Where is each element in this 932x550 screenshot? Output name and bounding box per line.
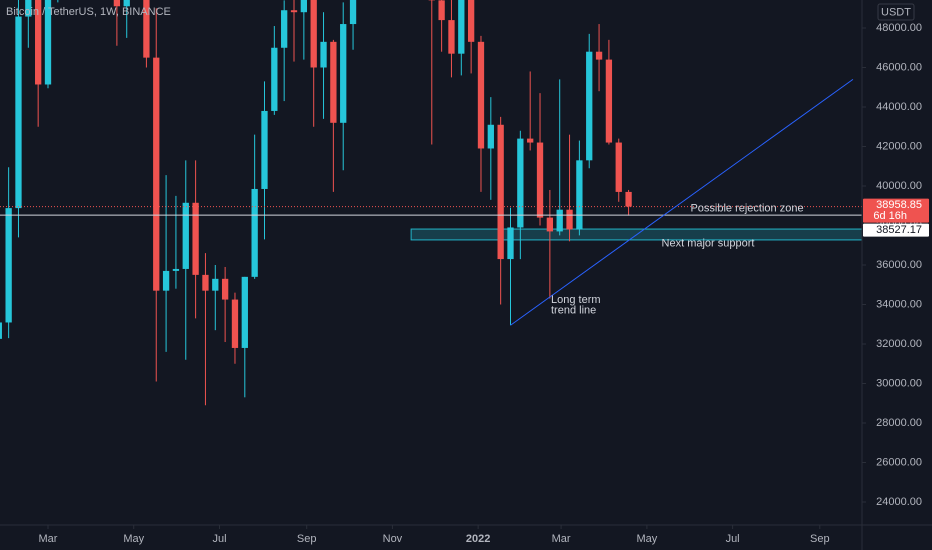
price-line-badge — [863, 223, 929, 237]
last-price-badge — [863, 198, 929, 223]
candle-body — [202, 274, 209, 291]
x-tick-label: Mar — [552, 533, 571, 545]
y-tick-label: 34000.00 — [876, 298, 922, 310]
candle-body — [231, 299, 239, 348]
axes: 24000.00 26000.00 28000.00 30000.00 32000.00… — [39, 22, 929, 545]
y-tick-label: 36000.00 — [876, 259, 922, 271]
countdown-label: 6d 16h — [873, 210, 907, 222]
y-tick-label: 24000.00 — [876, 496, 922, 508]
chart-title: Bitcoin / TetherUS, 1W, BINANCE — [6, 6, 171, 18]
candle-body — [320, 41, 327, 68]
candle-body — [44, 0, 52, 85]
x-tick-label: Sep — [810, 533, 830, 545]
candle-body — [546, 217, 554, 232]
candle-body — [556, 209, 563, 232]
candle-body — [281, 10, 288, 48]
x-tick-label: Mar — [39, 533, 58, 545]
y-tick-label: 44000.00 — [876, 101, 922, 113]
annotation: Long term — [551, 294, 601, 306]
currency-box[interactable] — [877, 3, 915, 21]
y-tick-label: 40000.00 — [876, 180, 922, 192]
candle-body — [212, 278, 219, 291]
candle-body — [487, 124, 494, 149]
candle-body — [527, 138, 534, 143]
candle-body — [349, 0, 357, 25]
candle-body — [566, 209, 573, 230]
y-tick-label: 42000.00 — [876, 140, 922, 152]
annotation: Possible rejection zone — [690, 202, 803, 214]
y-tick-label: 30000.00 — [876, 377, 922, 389]
candle-body — [595, 51, 603, 60]
currency: USDT — [881, 6, 911, 18]
last-price-label: 38958.85 — [876, 199, 922, 211]
x-tick-label: Jul — [212, 533, 226, 545]
candle-body — [497, 124, 504, 260]
trend-line — [510, 78, 854, 326]
candle-body — [330, 41, 337, 123]
x-tick-label: Sep — [297, 533, 317, 545]
candle-body — [182, 202, 189, 269]
candle-body — [123, 0, 130, 7]
plot-area: Possible rejection zone Next major suppor… — [0, 0, 862, 406]
candle-body — [162, 270, 170, 291]
candle-body — [615, 142, 622, 192]
candle-body — [507, 227, 514, 260]
candle-body — [271, 47, 278, 111]
candle-body — [517, 138, 524, 228]
candle-body — [467, 0, 475, 42]
y-tick-label: 26000.00 — [876, 456, 922, 468]
candle-body — [605, 59, 613, 143]
x-tick-label: 2022 — [466, 533, 490, 545]
annotation: Next major support — [662, 237, 755, 249]
x-tick-label: May — [636, 533, 657, 545]
candle-body — [477, 41, 485, 149]
candle-body — [35, 0, 42, 85]
candle-body — [625, 191, 632, 207]
y-tick-label: 32000.00 — [876, 338, 922, 350]
candle-body — [15, 16, 22, 209]
candle-body — [25, 0, 32, 17]
candle-body — [300, 0, 308, 13]
price-line-label: 38527.17 — [876, 224, 922, 236]
x-tick-label: Jul — [726, 533, 740, 545]
y-tick-label: 46000.00 — [876, 61, 922, 73]
x-tick-label: May — [123, 533, 144, 545]
candle-body — [221, 278, 229, 300]
candle-body — [192, 202, 199, 275]
candle-body — [172, 268, 180, 271]
candle-body — [251, 188, 258, 277]
annotation: trend line — [551, 304, 596, 316]
candle-body — [340, 24, 347, 123]
candle-body — [458, 0, 465, 54]
candle-body — [310, 0, 317, 68]
candle-body — [438, 0, 445, 21]
candle-body — [536, 142, 544, 218]
candle-body — [290, 10, 298, 13]
candle-body — [586, 51, 593, 161]
candle-body — [448, 20, 455, 54]
candle-body — [0, 322, 2, 339]
y-tick-label: 28000.00 — [876, 417, 922, 429]
candle-body — [113, 0, 121, 7]
candle-body — [241, 276, 248, 348]
x-tick-label: Nov — [383, 533, 403, 545]
candle-body — [5, 208, 12, 323]
candle-body — [576, 160, 583, 230]
y-tick-label: 48000.00 — [876, 22, 922, 34]
candle-body — [153, 57, 160, 291]
candle-body — [261, 110, 268, 189]
candle-body — [143, 0, 150, 58]
